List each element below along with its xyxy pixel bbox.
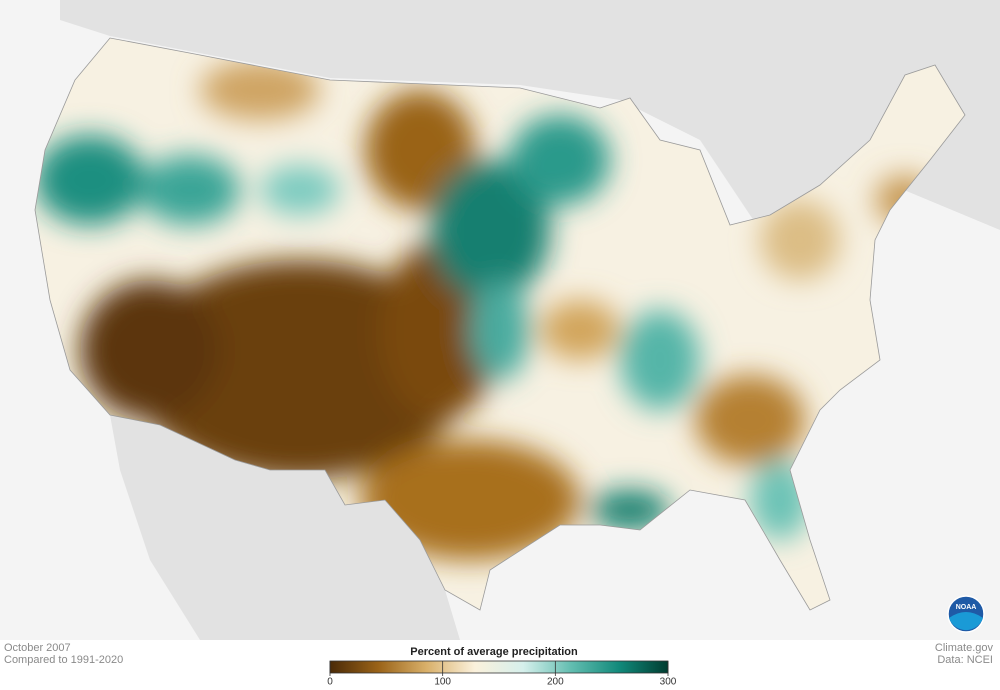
noaa-logo: NOAA (947, 595, 985, 633)
date: October 2007 (4, 642, 71, 654)
mexico (110, 415, 460, 640)
colorbar-tick-label: 0 (327, 677, 333, 688)
site: Climate.gov (935, 642, 994, 654)
colorbar-tick-label: 100 (434, 677, 451, 688)
colorbar-tick-label: 200 (547, 677, 564, 688)
legend-title: Percent of average precipitation (410, 646, 578, 658)
colorbar: 0 100 200 300 (327, 660, 677, 688)
logo-label: NOAA (956, 604, 977, 611)
colorbar-tick-label: 300 (660, 677, 677, 688)
canada (60, 0, 1000, 230)
baseline: Compared to 1991-2020 (4, 654, 123, 666)
source: Data: NCEI (937, 654, 993, 666)
colorbar-fill (329, 660, 669, 674)
